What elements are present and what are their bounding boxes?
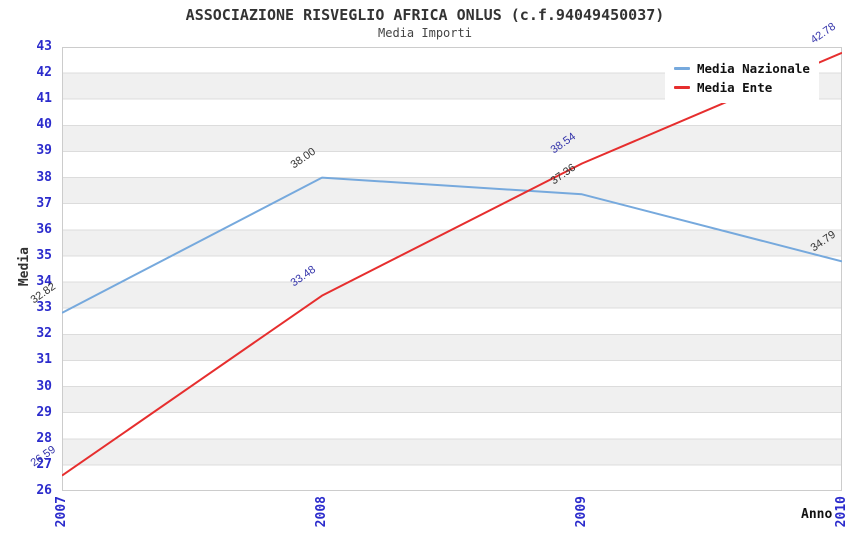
x-tick-label: 2009 bbox=[574, 496, 589, 528]
plot-area bbox=[62, 47, 842, 491]
y-tick-label: 31 bbox=[36, 352, 52, 368]
y-tick-label: 38 bbox=[36, 169, 52, 185]
y-axis-title: Media bbox=[17, 247, 32, 287]
y-tick-label: 40 bbox=[36, 117, 52, 133]
legend-label-media-nazionale: Media Nazionale bbox=[697, 61, 810, 76]
y-tick-label: 30 bbox=[36, 378, 52, 394]
legend-label-media-ente: Media Ente bbox=[697, 80, 773, 95]
y-tick-label: 43 bbox=[36, 39, 52, 54]
x-tick-label: 2010 bbox=[834, 496, 849, 528]
y-tick-label: 26 bbox=[36, 483, 52, 498]
y-tick-label: 27 bbox=[36, 456, 52, 472]
y-tick-label: 34 bbox=[36, 274, 52, 290]
y-tick-label: 32 bbox=[36, 326, 52, 342]
y-tick-label: 36 bbox=[36, 221, 52, 237]
legend-swatch-media-ente-icon bbox=[674, 86, 690, 89]
y-tick-label: 39 bbox=[36, 143, 52, 159]
legend: Media Nazionale Media Ente bbox=[665, 53, 819, 103]
y-tick-label: 35 bbox=[36, 247, 52, 263]
legend-item-media-nazionale: Media Nazionale bbox=[674, 59, 810, 78]
x-axis-title: Anno bbox=[801, 507, 833, 522]
y-tick-label: 33 bbox=[36, 300, 52, 316]
y-tick-label: 41 bbox=[36, 91, 52, 107]
x-tick-label: 2008 bbox=[314, 496, 329, 528]
y-tick-label: 42 bbox=[36, 65, 52, 81]
chart-title: ASSOCIAZIONE RISVEGLIO AFRICA ONLUS (c.f… bbox=[185, 6, 665, 24]
y-tick-label: 29 bbox=[36, 404, 52, 420]
data-label: 42.78 bbox=[808, 20, 838, 46]
x-tick-label: 2007 bbox=[54, 496, 69, 528]
y-tick-label: 28 bbox=[36, 430, 52, 446]
y-tick-label: 37 bbox=[36, 195, 52, 211]
legend-item-media-ente: Media Ente bbox=[674, 78, 810, 97]
legend-swatch-media-nazionale-icon bbox=[674, 67, 690, 70]
chart-subtitle: Media Importi bbox=[378, 26, 472, 40]
